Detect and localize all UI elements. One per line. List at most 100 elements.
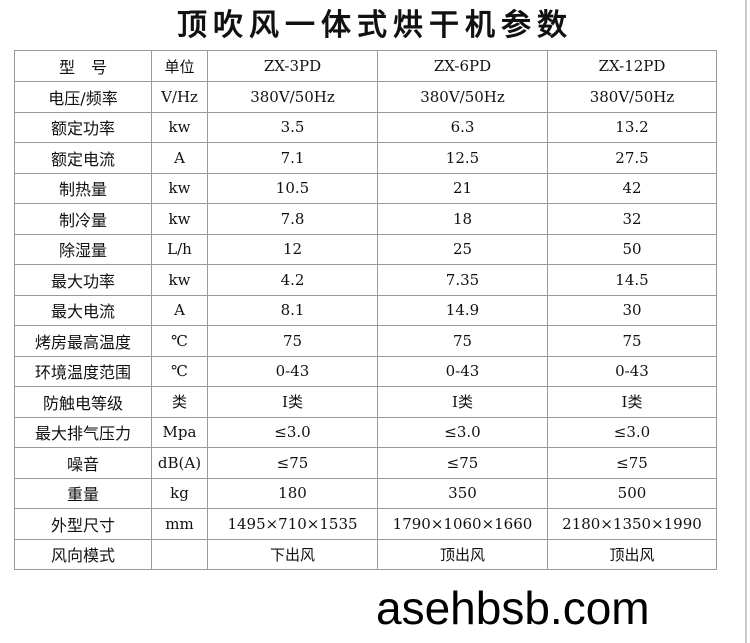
table-row: 防触电等级类 Ⅰ类 Ⅰ类 Ⅰ类 bbox=[14, 386, 717, 418]
unit-cell: kw bbox=[151, 111, 208, 143]
value-cell: ≤75 bbox=[207, 447, 378, 479]
unit-cell: A bbox=[151, 294, 208, 326]
value-cell: 顶出风 bbox=[547, 538, 717, 570]
table-row: 最大功率 kw 4.2 7.35 14.5 bbox=[14, 264, 717, 296]
value-cell: Ⅰ类 bbox=[207, 386, 378, 418]
value-cell: 6.3 bbox=[377, 111, 548, 143]
value-cell: 12.5 bbox=[377, 142, 548, 174]
value-cell: 30 bbox=[547, 294, 717, 326]
value-cell: ZX-6PD bbox=[377, 50, 548, 82]
unit-cell: 单位 bbox=[151, 50, 208, 82]
table-row: 除湿量 L/h 12 25 50 bbox=[14, 233, 717, 265]
table-row: 制冷量 kw 7.8 18 32 bbox=[14, 203, 717, 235]
unit-cell: ℃ bbox=[151, 325, 208, 357]
unit-cell: dB(A) bbox=[151, 447, 208, 479]
table-row: 最大电流 A 8.1 14.9 30 bbox=[14, 294, 717, 326]
table-row: 重量 kg 180 350 500 bbox=[14, 477, 717, 509]
value-cell: 380V/50Hz bbox=[207, 81, 378, 113]
value-cell: ≤75 bbox=[547, 447, 717, 479]
value-cell: 0-43 bbox=[377, 355, 548, 387]
table-row: 最大排气压力 Mpa ≤3.0 ≤3.0 ≤3.0 bbox=[14, 416, 717, 448]
value-cell: 0-43 bbox=[547, 355, 717, 387]
row-label: 环境温度范围 bbox=[14, 355, 152, 387]
row-label: 最大排气压力 bbox=[14, 416, 152, 448]
value-cell: 下出风 bbox=[207, 538, 378, 570]
value-cell: 21 bbox=[377, 172, 548, 204]
value-cell: 13.2 bbox=[547, 111, 717, 143]
row-label: 外型尺寸 bbox=[14, 508, 152, 540]
table-row: 外型尺寸 mm 1495×710×1535 1790×1060×1660 2180×13… bbox=[14, 508, 717, 540]
value-cell: 7.35 bbox=[377, 264, 548, 296]
row-label: 电压/频率 bbox=[14, 81, 152, 113]
value-cell: Ⅰ类 bbox=[547, 386, 717, 418]
page-title: 顶吹风一体式烘干机参数 bbox=[177, 8, 573, 43]
value-cell: ZX-12PD bbox=[547, 50, 717, 82]
value-cell: 27.5 bbox=[547, 142, 717, 174]
value-cell: ≤3.0 bbox=[207, 416, 378, 448]
unit-cell: mm bbox=[151, 508, 208, 540]
value-cell: 顶出风 bbox=[377, 538, 548, 570]
unit-cell: A bbox=[151, 142, 208, 174]
unit-cell: Mpa bbox=[151, 416, 208, 448]
value-cell: 500 bbox=[547, 477, 717, 509]
value-cell: 50 bbox=[547, 233, 717, 265]
row-label: 除湿量 bbox=[14, 233, 152, 265]
right-edge-divider bbox=[745, 0, 747, 643]
table-row: 噪音 dB(A) ≤75 ≤75 ≤75 bbox=[14, 447, 717, 479]
value-cell: 14.5 bbox=[547, 264, 717, 296]
value-cell: ≤3.0 bbox=[547, 416, 717, 448]
table-header-row: 型 号单位 ZX-3PD ZX-6PD ZX-12PD bbox=[14, 50, 717, 82]
value-cell: 18 bbox=[377, 203, 548, 235]
value-cell: 12 bbox=[207, 233, 378, 265]
value-cell: 180 bbox=[207, 477, 378, 509]
value-cell: 7.1 bbox=[207, 142, 378, 174]
value-cell: 75 bbox=[207, 325, 378, 357]
unit-cell: ℃ bbox=[151, 355, 208, 387]
unit-cell bbox=[151, 538, 208, 570]
row-label: 最大功率 bbox=[14, 264, 152, 296]
unit-cell: L/h bbox=[151, 233, 208, 265]
value-cell: 380V/50Hz bbox=[377, 81, 548, 113]
row-label: 型 号 bbox=[14, 50, 152, 82]
unit-cell: kg bbox=[151, 477, 208, 509]
value-cell: 2180×1350×1990 bbox=[547, 508, 717, 540]
row-label: 额定功率 bbox=[14, 111, 152, 143]
table-row: 额定电流 A 7.1 12.5 27.5 bbox=[14, 142, 717, 174]
value-cell: ZX-3PD bbox=[207, 50, 378, 82]
table-row: 烤房最高温度 ℃ 75 75 75 bbox=[14, 325, 717, 357]
value-cell: ≤3.0 bbox=[377, 416, 548, 448]
value-cell: 4.2 bbox=[207, 264, 378, 296]
value-cell: 32 bbox=[547, 203, 717, 235]
value-cell: 10.5 bbox=[207, 172, 378, 204]
value-cell: 8.1 bbox=[207, 294, 378, 326]
unit-cell: kw bbox=[151, 264, 208, 296]
value-cell: 0-43 bbox=[207, 355, 378, 387]
value-cell: 75 bbox=[547, 325, 717, 357]
unit-cell: V/Hz bbox=[151, 81, 208, 113]
value-cell: 75 bbox=[377, 325, 548, 357]
row-label: 防触电等级 bbox=[14, 386, 152, 418]
row-label: 制热量 bbox=[14, 172, 152, 204]
table-row: 风向模式 下出风 顶出风 顶出风 bbox=[14, 538, 717, 570]
row-label: 制冷量 bbox=[14, 203, 152, 235]
row-label: 额定电流 bbox=[14, 142, 152, 174]
spec-table: 型 号单位 ZX-3PD ZX-6PD ZX-12PD 电压/频率 V/Hz 380V/50… bbox=[14, 50, 717, 570]
value-cell: 350 bbox=[377, 477, 548, 509]
value-cell: 42 bbox=[547, 172, 717, 204]
value-cell: 1495×710×1535 bbox=[207, 508, 378, 540]
value-cell: ≤75 bbox=[377, 447, 548, 479]
value-cell: 3.5 bbox=[207, 111, 378, 143]
value-cell: 380V/50Hz bbox=[547, 81, 717, 113]
row-label: 烤房最高温度 bbox=[14, 325, 152, 357]
unit-cell: kw bbox=[151, 172, 208, 204]
row-label: 最大电流 bbox=[14, 294, 152, 326]
row-label: 重量 bbox=[14, 477, 152, 509]
row-label: 噪音 bbox=[14, 447, 152, 479]
row-label: 风向模式 bbox=[14, 538, 152, 570]
value-cell: 25 bbox=[377, 233, 548, 265]
watermark: asehbsb.com bbox=[376, 582, 650, 634]
value-cell: Ⅰ类 bbox=[377, 386, 548, 418]
table-row: 额定功率 kw 3.5 6.3 13.2 bbox=[14, 111, 717, 143]
unit-cell: kw bbox=[151, 203, 208, 235]
unit-cell: 类 bbox=[151, 386, 208, 418]
